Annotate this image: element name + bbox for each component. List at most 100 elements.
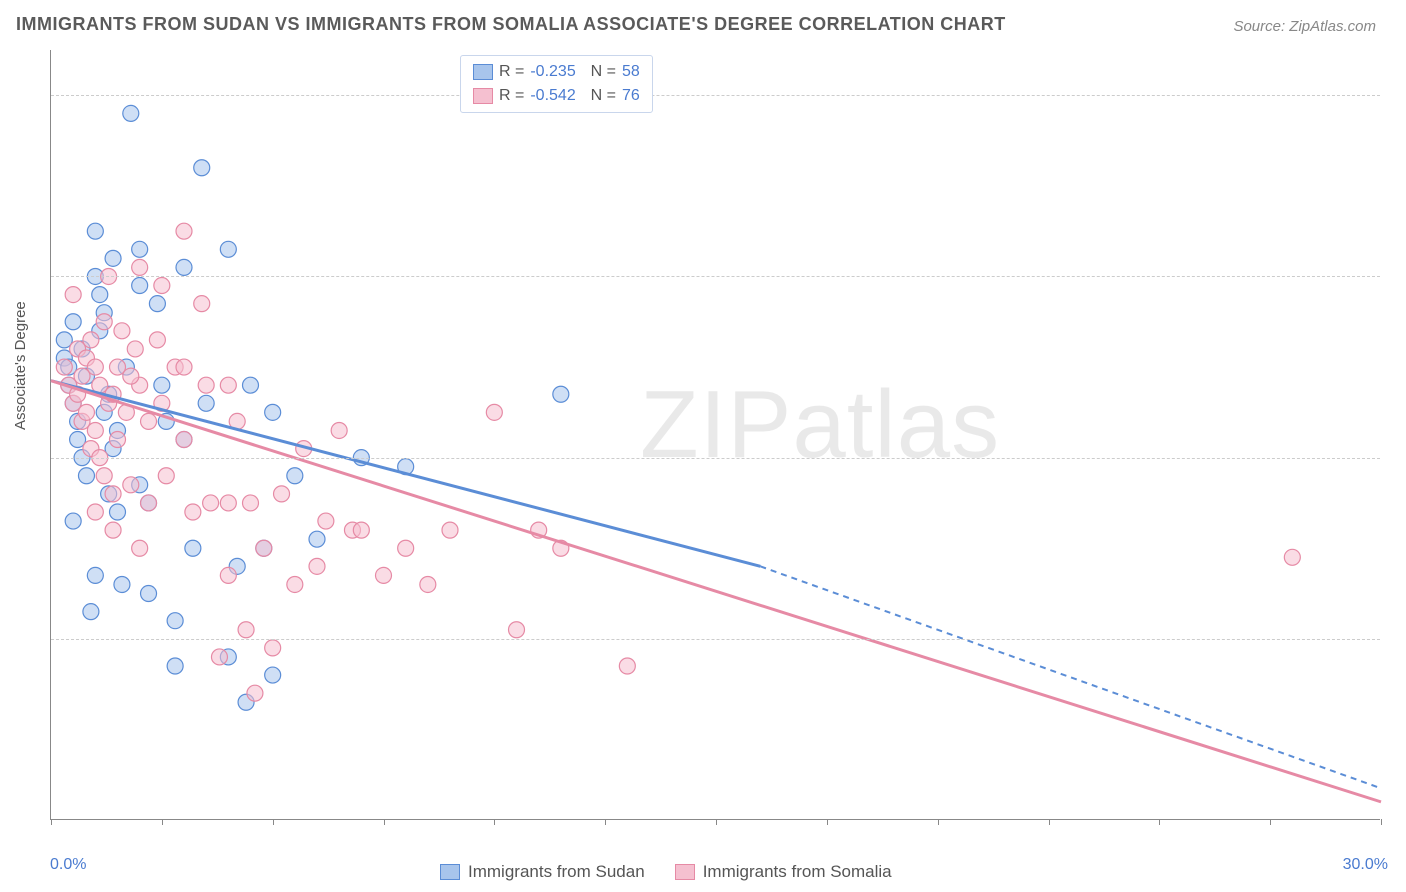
data-point (220, 495, 236, 511)
legend-n-label: N = (582, 84, 616, 108)
trend-line-extrapolated (760, 566, 1381, 788)
legend-n-value: 58 (622, 60, 640, 84)
x-tick (1270, 819, 1271, 825)
data-point (96, 314, 112, 330)
data-point (194, 160, 210, 176)
data-point (331, 422, 347, 438)
chart-title: IMMIGRANTS FROM SUDAN VS IMMIGRANTS FROM… (16, 14, 1006, 35)
data-point (176, 432, 192, 448)
x-tick (273, 819, 274, 825)
data-point (154, 377, 170, 393)
legend-swatch (473, 64, 493, 80)
data-point (619, 658, 635, 674)
legend-swatch (473, 88, 493, 104)
data-point (167, 658, 183, 674)
data-point (176, 359, 192, 375)
source-attribution: Source: ZipAtlas.com (1233, 18, 1376, 35)
data-point (105, 522, 121, 538)
data-point (442, 522, 458, 538)
data-point (149, 296, 165, 312)
data-point (132, 278, 148, 294)
x-tick (51, 819, 52, 825)
data-point (110, 432, 126, 448)
data-point (78, 468, 94, 484)
data-point (243, 377, 259, 393)
data-point (265, 640, 281, 656)
legend-swatch (675, 864, 695, 880)
chart-svg (51, 50, 1380, 819)
data-point (553, 386, 569, 402)
data-point (185, 540, 201, 556)
x-tick (1159, 819, 1160, 825)
x-tick (384, 819, 385, 825)
data-point (105, 486, 121, 502)
x-tick-label: 30.0% (1343, 856, 1388, 874)
data-point (211, 649, 227, 665)
data-point (274, 486, 290, 502)
data-point (1284, 549, 1300, 565)
data-point (141, 495, 157, 511)
data-point (141, 586, 157, 602)
x-tick-label: 0.0% (50, 856, 86, 874)
data-point (87, 359, 103, 375)
data-point (83, 604, 99, 620)
data-point (318, 513, 334, 529)
data-point (65, 287, 81, 303)
legend-correlation-row: R = -0.235 N = 58 (473, 60, 640, 84)
data-point (220, 377, 236, 393)
data-point (287, 576, 303, 592)
y-axis-label: Associate's Degree (12, 301, 29, 430)
plot-area: 20.0%40.0%60.0%80.0% (50, 50, 1380, 820)
data-point (65, 314, 81, 330)
data-point (78, 404, 94, 420)
data-point (309, 558, 325, 574)
data-point (132, 241, 148, 257)
data-point (265, 667, 281, 683)
data-point (141, 413, 157, 429)
data-point (353, 522, 369, 538)
y-tick-label: 40.0% (1390, 449, 1406, 467)
data-point (87, 504, 103, 520)
x-tick (1381, 819, 1382, 825)
data-point (176, 259, 192, 275)
legend-series-label: Immigrants from Somalia (703, 862, 892, 882)
data-point (149, 332, 165, 348)
legend-swatch (440, 864, 460, 880)
data-point (154, 278, 170, 294)
data-point (220, 241, 236, 257)
data-point (198, 395, 214, 411)
gridline (51, 639, 1380, 640)
data-point (123, 368, 139, 384)
data-point (56, 359, 72, 375)
data-point (287, 468, 303, 484)
legend-correlation: R = -0.235 N = 58R = -0.542 N = 76 (460, 55, 653, 113)
legend-r-label: R = (499, 84, 524, 108)
data-point (123, 477, 139, 493)
data-point (309, 531, 325, 547)
data-point (132, 259, 148, 275)
data-point (114, 323, 130, 339)
data-point (110, 504, 126, 520)
legend-correlation-row: R = -0.542 N = 76 (473, 84, 640, 108)
y-tick-label: 80.0% (1390, 86, 1406, 104)
data-point (398, 540, 414, 556)
data-point (203, 495, 219, 511)
legend-r-value: -0.235 (530, 60, 575, 84)
data-point (376, 567, 392, 583)
data-point (167, 613, 183, 629)
data-point (486, 404, 502, 420)
data-point (65, 513, 81, 529)
data-point (87, 422, 103, 438)
data-point (87, 223, 103, 239)
x-tick (827, 819, 828, 825)
gridline (51, 276, 1380, 277)
x-tick (938, 819, 939, 825)
gridline (51, 95, 1380, 96)
legend-series-item: Immigrants from Sudan (440, 862, 645, 882)
legend-n-label: N = (582, 60, 616, 84)
legend-r-label: R = (499, 60, 524, 84)
x-tick (1049, 819, 1050, 825)
data-point (509, 622, 525, 638)
data-point (176, 223, 192, 239)
trend-line (51, 381, 1381, 802)
